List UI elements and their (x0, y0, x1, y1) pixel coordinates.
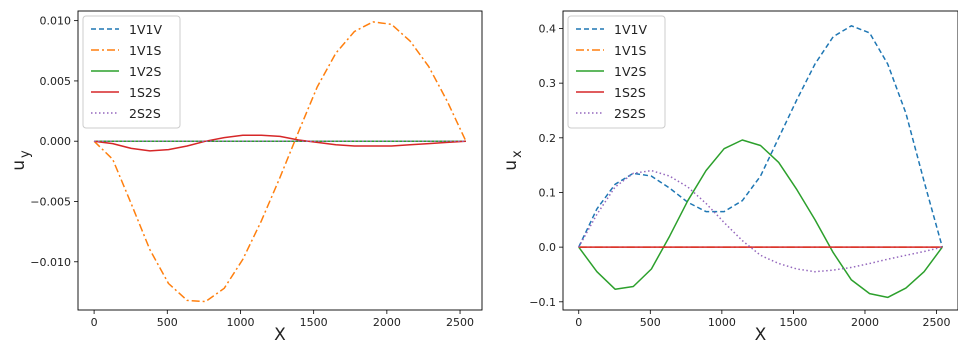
legend-box (82, 15, 181, 129)
x-tick-label: 0 (575, 316, 582, 329)
y-tick-label: −0.1 (529, 296, 556, 309)
series-line-1v1s (93, 21, 467, 303)
ux-chart: 0 500 1000 1500 2000 2500 −0.1 0.0 0.1 0.2 0.3 0.4 X… (501, 10, 958, 345)
x-tick-label: 0 (91, 316, 98, 329)
y-axis-title: ux (501, 150, 525, 171)
plot-frame (562, 10, 958, 311)
legend-label: 1V2S (614, 64, 646, 79)
legend-box (567, 15, 666, 129)
series-line-1v1v (578, 25, 944, 248)
legend: 1V1V 1V1S 1V2S 1S2S 2S2S (82, 15, 181, 129)
legend-label: 1V1V (129, 22, 162, 37)
y-tick-label: 0.3 (539, 77, 557, 90)
y-axis-title: uy (9, 150, 33, 171)
legend-label: 1V1S (614, 43, 646, 58)
legend-label: 1V2S (129, 64, 161, 79)
x-tick-label: 2500 (923, 316, 951, 329)
uy-chart: 0 500 1000 1500 2000 2500 −0.010 −0.005 0.000 0.0… (9, 10, 483, 345)
legend-label: 1S2S (129, 85, 161, 100)
x-tick-label: 500 (640, 316, 661, 329)
legend-label: 1V1V (614, 22, 647, 37)
x-tick-label: 1500 (300, 316, 328, 329)
x-axis-title: X (274, 325, 286, 345)
y-tick-label: 0.005 (40, 75, 72, 88)
legend-label: 1S2S (614, 85, 646, 100)
legend-label: 2S2S (614, 106, 646, 121)
y-tick-label: 0.1 (539, 186, 557, 199)
y-tick-label: 0.4 (539, 22, 557, 35)
y-tick-label: 0.000 (40, 135, 72, 148)
x-tick-label: 500 (157, 316, 178, 329)
y-tick-label: −0.010 (30, 256, 71, 269)
x-tick-label: 1000 (226, 316, 254, 329)
series-line-1v2s (578, 139, 943, 299)
x-tick-label: 2000 (373, 316, 401, 329)
y-tick-label: 0.010 (40, 15, 72, 28)
legend: 1V1V 1V1S 1V2S 1S2S 2S2S (567, 15, 666, 129)
y-tick-label: −0.005 (30, 195, 71, 208)
y-tick-label: 0.0 (539, 241, 557, 254)
x-tick-label: 2000 (851, 316, 879, 329)
x-tick-label: 1500 (779, 316, 807, 329)
legend-label: 2S2S (129, 106, 161, 121)
series-line-2s2s (578, 169, 943, 273)
series-line-1s2s (94, 134, 466, 152)
legend-label: 1V1S (129, 43, 161, 58)
x-tick-label: 2500 (446, 316, 474, 329)
x-tick-label: 1000 (708, 316, 736, 329)
x-axis-title: X (755, 325, 767, 345)
plot-frame (77, 10, 483, 311)
y-tick-label: 0.2 (539, 132, 557, 145)
